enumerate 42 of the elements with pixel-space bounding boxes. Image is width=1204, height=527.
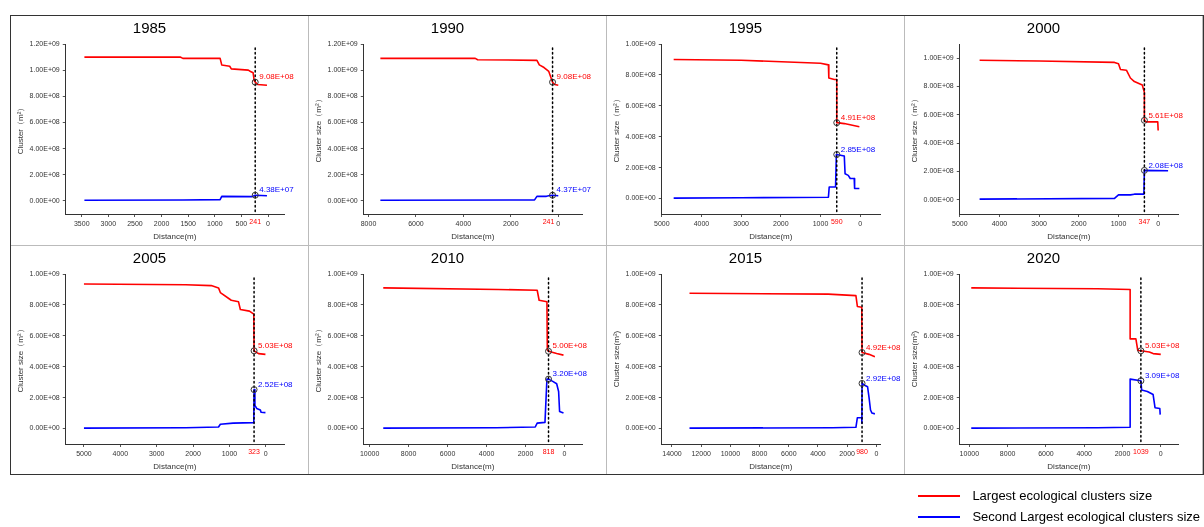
- chart-title: 1985: [132, 19, 167, 37]
- x-axis-title: Distance(m): [451, 462, 495, 472]
- y-axis-title: Cluster（m²）: [16, 103, 25, 155]
- y-axis-title: Cluster size(m²): [910, 330, 919, 388]
- y-axis-title: Cluster size（m²）: [314, 325, 323, 393]
- chart-title: 1995: [728, 19, 763, 37]
- x-axis-title: Distance(m): [451, 232, 495, 242]
- x-axis-title: Distance(m): [1047, 462, 1091, 472]
- chart-title: 1990: [430, 19, 465, 37]
- x-axis-title: Distance(m): [749, 462, 793, 472]
- annotation: 2.08E+08: [1148, 160, 1184, 170]
- y-axis-title: Cluster size（m²）: [314, 95, 323, 163]
- y-axis-title: Cluster size（m²）: [16, 325, 25, 393]
- annotation: 2.52E+08: [258, 379, 294, 389]
- annotation: 3.09E+08: [1144, 370, 1180, 380]
- chart-title: 2020: [1026, 249, 1061, 267]
- chart-title: 2000: [1026, 19, 1061, 37]
- x-axis-title: Distance(m): [1047, 232, 1091, 242]
- y-axis-title: Cluster size（m²）: [612, 95, 621, 163]
- annotation: 9.08E+08: [259, 72, 295, 82]
- annotation: 5.03E+08: [1144, 341, 1180, 351]
- annotation: 4.91E+08: [840, 112, 876, 122]
- annotation: 4.37E+07: [556, 185, 592, 195]
- annotation: 4.92E+08: [866, 342, 902, 352]
- legend-label: Largest ecological clusters size: [972, 488, 1153, 503]
- annotation: 5.03E+08: [258, 341, 294, 351]
- annotation: 5.61E+08: [1148, 110, 1184, 120]
- annotation: 9.08E+08: [556, 72, 592, 82]
- annotation: 2.92E+08: [866, 373, 902, 383]
- legend-label: Second Largest ecological clusters size: [972, 509, 1200, 524]
- chart-title: 2005: [132, 249, 167, 267]
- annotation: 5.00E+08: [552, 341, 588, 351]
- chart-title: 2015: [728, 249, 763, 267]
- y-axis-title: Cluster size(m²): [612, 330, 621, 388]
- x-axis-title: Distance(m): [749, 232, 793, 242]
- annotation: 4.38E+07: [259, 185, 295, 195]
- annotation: 2.85E+08: [840, 144, 876, 154]
- y-axis-title: Cluster size（m²）: [910, 95, 919, 163]
- x-axis-title: Distance(m): [153, 462, 197, 472]
- chart-title: 2010: [430, 249, 465, 267]
- annotation: 3.20E+08: [552, 369, 588, 379]
- x-axis-title: Distance(m): [153, 232, 197, 242]
